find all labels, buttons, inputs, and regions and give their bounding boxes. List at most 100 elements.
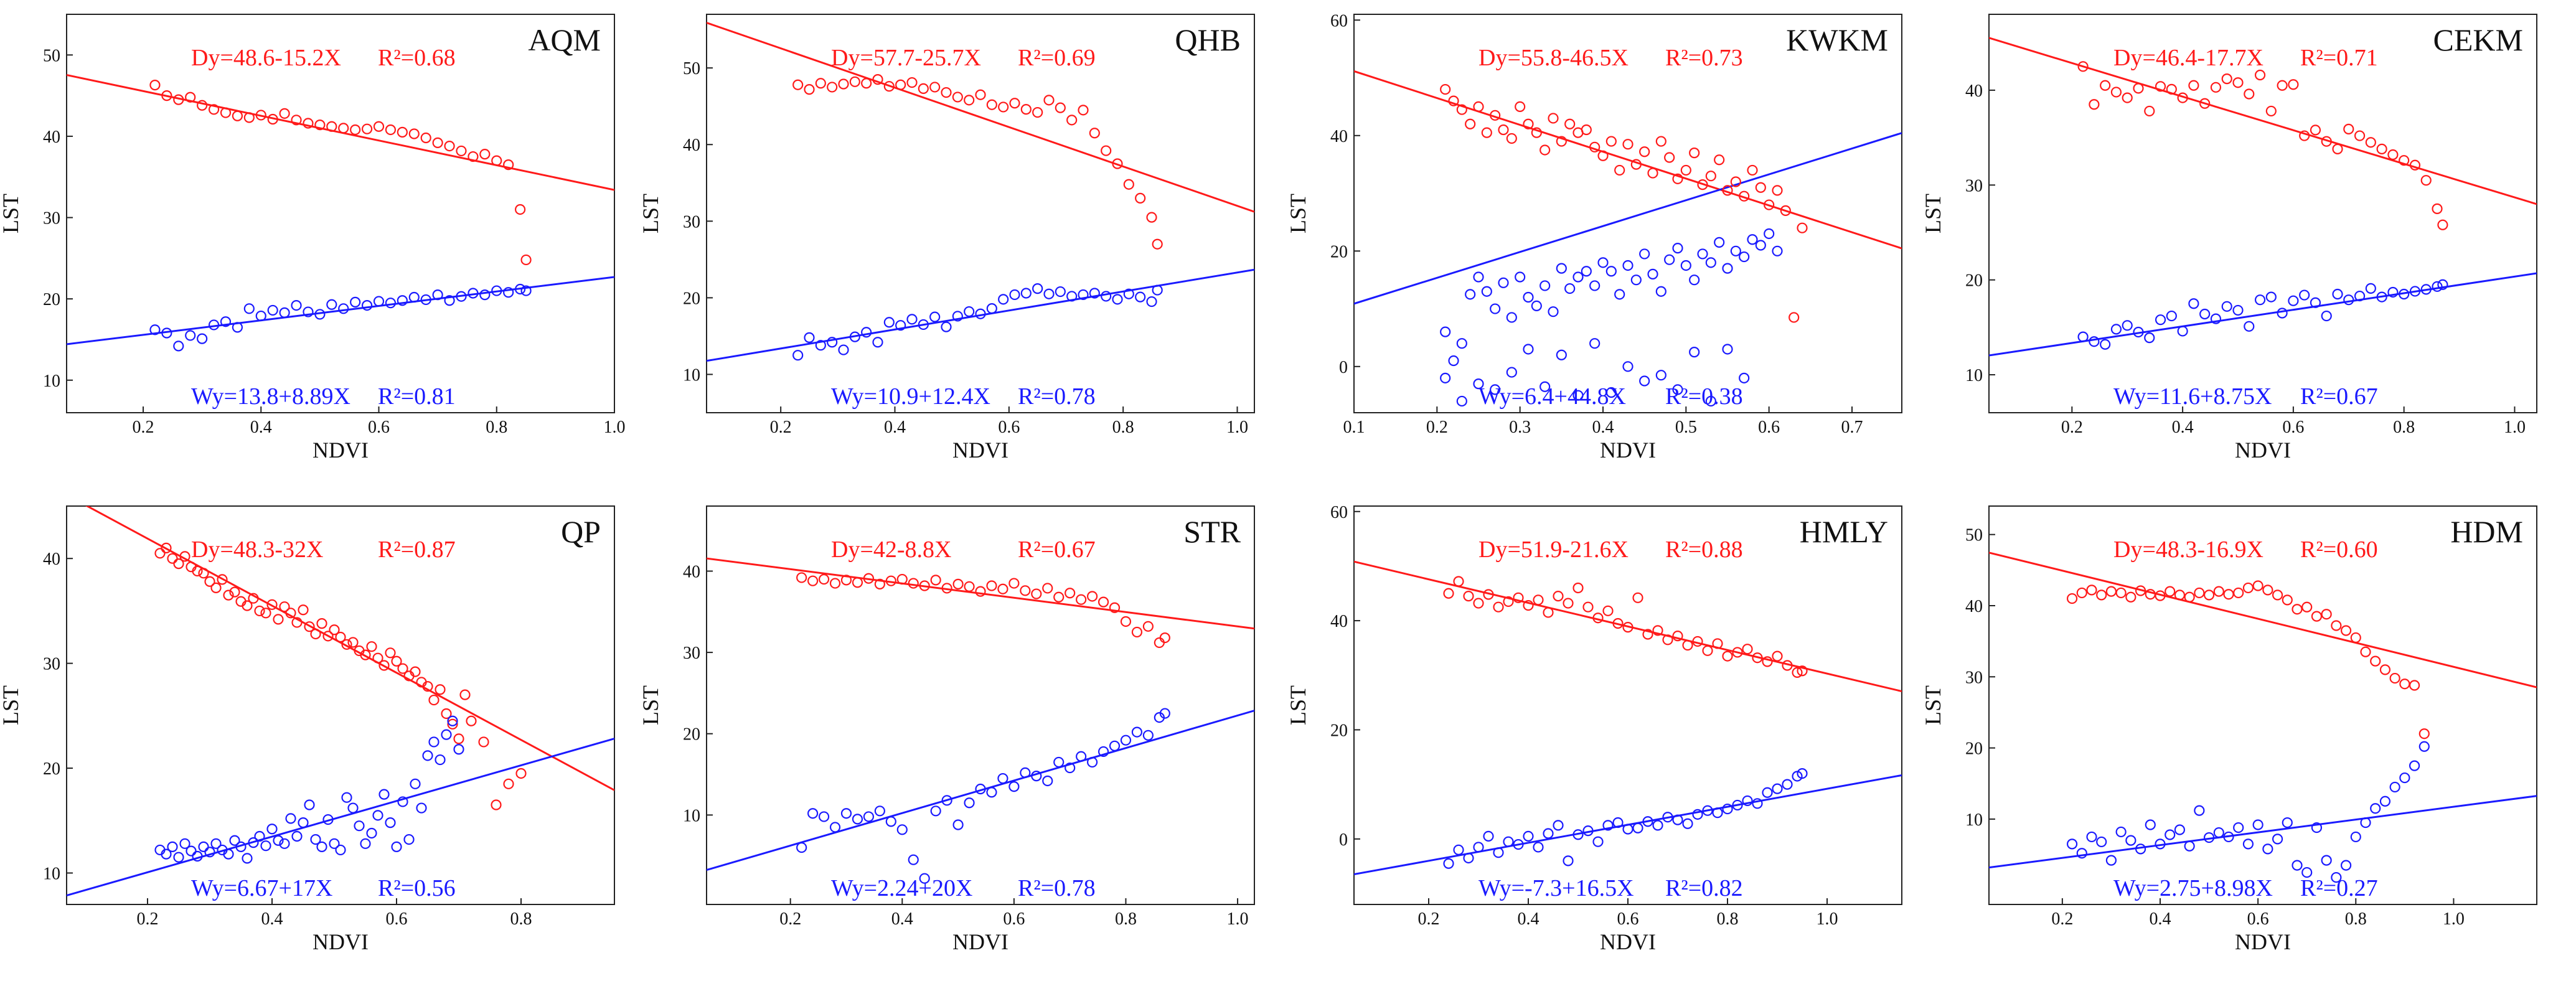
wet-point: [1101, 291, 1112, 302]
wet-point: [291, 830, 303, 842]
wet-point: [2321, 310, 2332, 322]
wet-point: [378, 789, 390, 800]
dry-point: [173, 94, 184, 105]
dry-point: [217, 574, 228, 585]
dry-point: [220, 107, 232, 118]
dry-point: [329, 624, 340, 636]
dry-point: [428, 694, 440, 706]
wet-point: [204, 847, 215, 858]
dry-point: [1614, 164, 1625, 176]
dry-point: [2389, 672, 2400, 684]
wet-point: [895, 320, 906, 331]
panel-title: QP: [561, 514, 601, 549]
wet-edge-fit-line: [1989, 272, 2537, 357]
wet-point: [2177, 326, 2188, 337]
dry-point: [2409, 159, 2421, 171]
wet-point: [1066, 291, 1078, 302]
wet-point: [1042, 775, 1053, 787]
dry-point: [1732, 647, 1743, 658]
wet-point: [1655, 286, 1666, 297]
wet-point: [1008, 781, 1020, 792]
wet-point: [2262, 843, 2273, 855]
wet-point: [2360, 817, 2371, 829]
wet-point: [1747, 234, 1758, 245]
dry-point: [2420, 175, 2432, 186]
plot-area: [1354, 560, 1902, 876]
wet-point: [2420, 284, 2432, 295]
x-axis-label: NDVI: [1600, 929, 1656, 954]
dry-point: [1772, 185, 1783, 196]
dry-point: [2194, 587, 2205, 599]
dry-point: [391, 655, 402, 667]
wet-point: [1655, 370, 1666, 381]
dry-point: [849, 76, 860, 87]
wet-point: [341, 792, 352, 803]
wet-point: [453, 744, 464, 755]
x-tick-label: 0.6: [1617, 909, 1639, 929]
dry-point: [997, 583, 1008, 594]
dry-point: [2379, 664, 2391, 675]
dry-point: [267, 113, 278, 125]
dry-point: [273, 614, 284, 625]
wet-point: [432, 289, 443, 301]
dry-edge-fit-line: [1354, 70, 1902, 250]
dry-point: [2272, 589, 2283, 601]
wet-point: [1473, 271, 1484, 283]
dry-point: [372, 652, 383, 664]
dry-point: [491, 155, 502, 166]
dry-point: [2409, 680, 2420, 691]
wet-edge-fit-line: [1989, 795, 2537, 869]
wet-edge-r2: R²=0.56: [378, 875, 456, 901]
wet-point: [232, 322, 243, 333]
plot-area: [707, 22, 1254, 362]
dry-point: [1483, 589, 1494, 600]
dry-point: [1589, 141, 1601, 153]
wet-point: [2221, 301, 2232, 312]
x-tick-label: 1.0: [1227, 909, 1249, 929]
dry-point: [2288, 79, 2299, 90]
dry-point: [818, 573, 830, 585]
y-tick-label: 40: [43, 550, 60, 569]
wet-point: [919, 873, 930, 884]
dry-point: [1764, 199, 1775, 210]
wet-point: [1152, 284, 1163, 296]
x-tick-label: 0.6: [2282, 418, 2304, 437]
panel-aqm: 0.2 0.4 0.6 0.8 1.0 10 20 30 40 50 NDVI LST AQM Dy=48…: [0, 14, 626, 462]
dry-point: [1448, 95, 1459, 106]
wet-point: [314, 309, 326, 320]
wet-point: [1123, 288, 1134, 299]
wet-point: [2432, 281, 2443, 292]
dry-point: [1513, 592, 1524, 603]
wet-point: [1531, 300, 1542, 312]
dry-point: [2174, 589, 2186, 601]
x-axis-label: NDVI: [313, 438, 369, 462]
wet-point: [2144, 332, 2155, 344]
wet-edge-equation: Wy=2.75+8.98X: [2113, 875, 2273, 901]
dry-point: [1098, 596, 1109, 608]
wet-point: [279, 838, 290, 849]
y-tick-label: 10: [683, 365, 700, 385]
wet-point: [2233, 822, 2244, 833]
dry-point: [896, 573, 908, 585]
y-tick-label: 40: [683, 136, 700, 155]
dry-point: [361, 123, 373, 134]
wet-point: [2389, 781, 2400, 793]
dry-point: [1563, 598, 1574, 609]
wet-point: [1515, 271, 1526, 283]
wet-point: [179, 838, 190, 849]
dry-point: [852, 577, 863, 588]
dry-edge-fit-line: [707, 22, 1254, 213]
dry-point: [1131, 626, 1143, 638]
panel-qhb: 0.2 0.4 0.6 0.8 1.0 10 20 30 40 50 NDVI LST QHB Dy=57…: [638, 14, 1255, 462]
wet-point: [479, 289, 491, 301]
y-tick-label: 30: [683, 644, 700, 663]
wet-point: [360, 838, 371, 849]
wet-point: [1589, 338, 1601, 349]
wet-point: [229, 835, 240, 846]
panel-title: STR: [1183, 514, 1241, 549]
wet-point: [838, 344, 849, 355]
wet-point: [1503, 836, 1514, 847]
dry-point: [1655, 136, 1666, 147]
dry-point: [161, 90, 172, 101]
plot-area: [707, 557, 1254, 884]
